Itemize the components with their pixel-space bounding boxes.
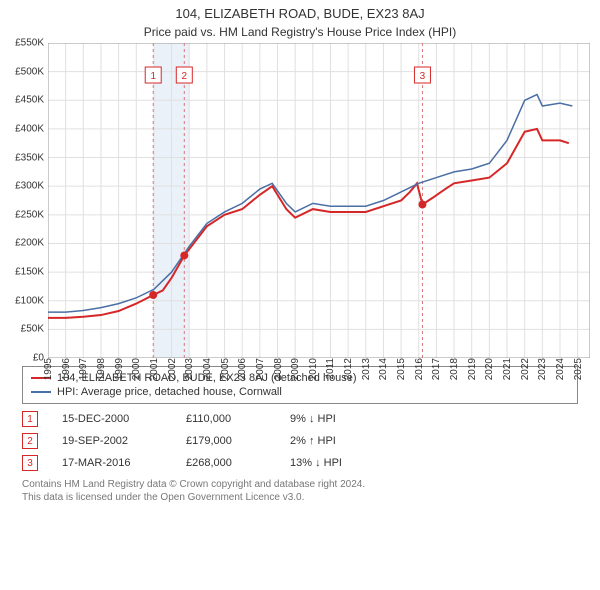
x-axis-label: 2012	[343, 358, 354, 382]
y-axis-label: £200K	[15, 238, 48, 249]
transaction-pct: 13% ↓ HPI	[290, 457, 342, 469]
transaction-date: 15-DEC-2000	[62, 413, 162, 425]
x-axis-label: 1997	[78, 358, 89, 382]
transaction-marker	[149, 291, 157, 299]
transaction-row-number: 1	[22, 411, 38, 427]
x-axis-label: 1998	[96, 358, 107, 382]
y-axis-label: £300K	[15, 181, 48, 192]
legend-item: HPI: Average price, detached house, Corn…	[31, 385, 569, 399]
x-axis-label: 2000	[131, 358, 142, 382]
x-axis-label: 2019	[467, 358, 478, 382]
y-axis-label: £50K	[21, 324, 48, 335]
transaction-date: 19-SEP-2002	[62, 435, 162, 447]
x-axis-label: 2007	[255, 358, 266, 382]
transaction-table: 1 15-DEC-2000 £110,000 9% ↓ HPI 2 19-SEP-2002…	[22, 408, 578, 474]
transaction-pct: 2% ↑ HPI	[290, 435, 336, 447]
x-axis-label: 2005	[220, 358, 231, 382]
series-hpi	[48, 95, 572, 313]
footnote-line-2: This data is licensed under the Open Gov…	[22, 491, 578, 504]
x-axis-label: 1996	[61, 358, 72, 382]
x-axis-label: 2025	[573, 358, 584, 382]
chart-title: 104, ELIZABETH ROAD, BUDE, EX23 8AJ	[0, 0, 600, 21]
legend-label: HPI: Average price, detached house, Corn…	[57, 386, 282, 398]
x-axis-label: 2022	[520, 358, 531, 382]
chart-area: 123 £0£50K£100K£150K£200K£250K£300K£350K…	[48, 43, 590, 358]
transaction-row: 2 19-SEP-2002 £179,000 2% ↑ HPI	[22, 430, 578, 452]
x-axis-label: 2014	[378, 358, 389, 382]
x-axis-label: 2015	[396, 358, 407, 382]
x-axis-label: 2004	[202, 358, 213, 382]
transaction-price: £179,000	[186, 435, 266, 447]
x-axis-label: 2001	[149, 358, 160, 382]
footnote: Contains HM Land Registry data © Crown c…	[22, 478, 578, 504]
y-axis-label: £400K	[15, 123, 48, 134]
y-axis-label: £500K	[15, 66, 48, 77]
transaction-number: 1	[150, 71, 156, 82]
x-axis-label: 2023	[537, 358, 548, 382]
x-axis-label: 2009	[290, 358, 301, 382]
transaction-price: £110,000	[186, 413, 266, 425]
x-axis-label: 2011	[325, 358, 336, 382]
transaction-row-number: 2	[22, 433, 38, 449]
transaction-number: 2	[182, 71, 188, 82]
x-axis-label: 2017	[431, 358, 442, 382]
x-axis-label: 2016	[414, 358, 425, 382]
x-axis-label: 2018	[449, 358, 460, 382]
transaction-marker	[418, 201, 426, 209]
x-axis-label: 2002	[167, 358, 178, 382]
x-axis-label: 2008	[273, 358, 284, 382]
transaction-row: 1 15-DEC-2000 £110,000 9% ↓ HPI	[22, 408, 578, 430]
y-axis-label: £150K	[15, 267, 48, 278]
line-chart: 1 2 3	[48, 43, 590, 358]
transaction-date: 17-MAR-2016	[62, 457, 162, 469]
x-axis-label: 2010	[308, 358, 319, 382]
transaction-marker	[180, 251, 188, 259]
x-axis-label: 2021	[502, 358, 513, 382]
y-axis-label: £450K	[15, 95, 48, 106]
x-axis-label: 2006	[237, 358, 248, 382]
footnote-line-1: Contains HM Land Registry data © Crown c…	[22, 478, 578, 491]
transaction-price: £268,000	[186, 457, 266, 469]
x-axis-label: 2013	[361, 358, 372, 382]
plot-border	[48, 43, 590, 358]
y-axis-label: £100K	[15, 295, 48, 306]
x-axis-label: 2024	[555, 358, 566, 382]
y-axis-label: £250K	[15, 209, 48, 220]
transaction-number: 3	[420, 71, 426, 82]
transaction-row: 3 17-MAR-2016 £268,000 13% ↓ HPI	[22, 452, 578, 474]
chart-subtitle: Price paid vs. HM Land Registry's House …	[0, 21, 600, 43]
x-axis-label: 2020	[484, 358, 495, 382]
legend-swatch	[31, 391, 51, 393]
transaction-pct: 9% ↓ HPI	[290, 413, 336, 425]
x-axis-label: 1995	[43, 358, 54, 382]
x-axis-label: 1999	[114, 358, 125, 382]
y-axis-label: £350K	[15, 152, 48, 163]
y-axis-label: £550K	[15, 38, 48, 49]
transaction-row-number: 3	[22, 455, 38, 471]
x-axis-label: 2003	[184, 358, 195, 382]
